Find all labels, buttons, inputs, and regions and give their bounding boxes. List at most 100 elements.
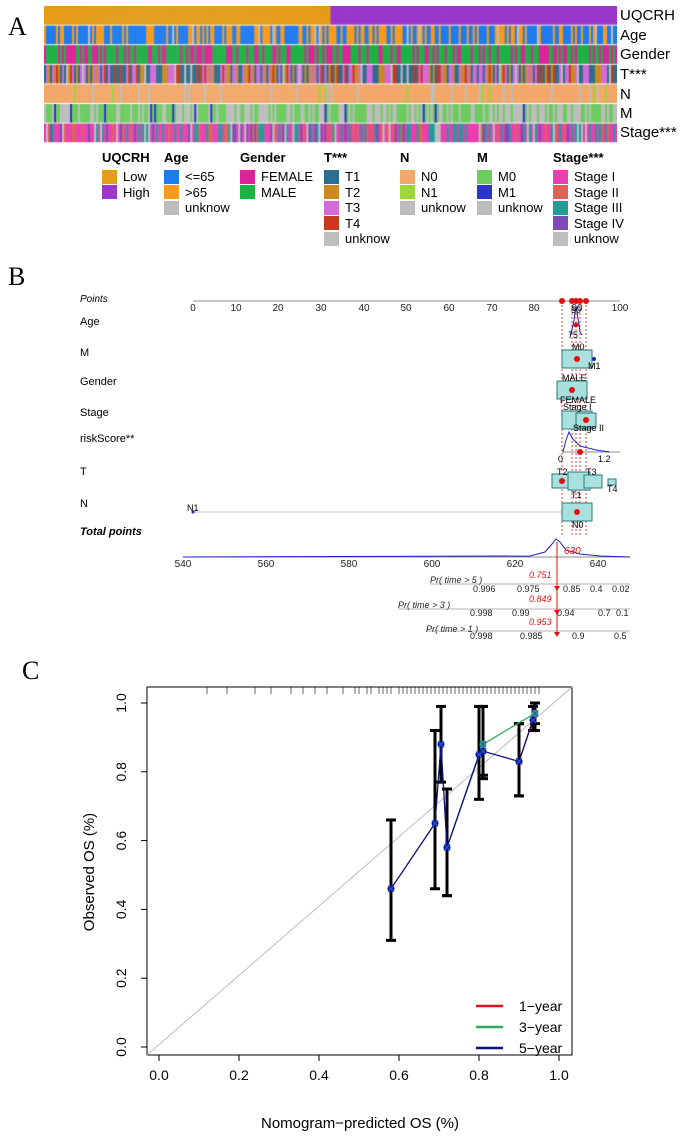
- row-label-t: T***: [620, 66, 647, 83]
- legend-swatch: [553, 185, 568, 200]
- total-points-value: 630: [564, 546, 581, 557]
- legend-swatch: [324, 169, 339, 184]
- prob-label: Pr( time > 3 ): [398, 600, 450, 610]
- legend-item: M0: [477, 169, 543, 185]
- prob-tick: 0.998: [470, 631, 493, 641]
- t-label: T4: [607, 484, 618, 494]
- m-label: M1: [588, 361, 601, 371]
- legend-stage: Stage*** Stage I Stage II Stage III Stag…: [553, 150, 624, 247]
- legend-label: T2: [345, 184, 361, 200]
- clinical-heatmap: [44, 6, 617, 144]
- legend-swatch: [164, 169, 179, 184]
- legend-label: M0: [498, 169, 517, 185]
- nomo-row-label: T: [80, 466, 87, 478]
- x-axis-label: Nomogram−predicted OS (%): [261, 1115, 459, 1132]
- legend-swatch: [164, 200, 179, 215]
- prob-tick: 0.02: [612, 584, 630, 594]
- row-label-m: M: [620, 105, 633, 122]
- y-tick-label: 0.2: [113, 968, 129, 988]
- points-tick: 90: [571, 303, 583, 314]
- prob-tick: 0.7: [598, 608, 611, 618]
- y-tick-label: 0.0: [113, 1037, 129, 1057]
- stage-label: Stage I: [563, 402, 592, 412]
- t-label: T3: [586, 467, 597, 477]
- n-marker: [574, 509, 580, 515]
- age-marker: [573, 322, 579, 328]
- t-box: [583, 474, 603, 489]
- age-density: [569, 305, 583, 336]
- y-axis-label: Observed OS (%): [81, 813, 98, 931]
- legend-item: Stage IV: [553, 216, 624, 232]
- legend-swatch: [400, 185, 415, 200]
- row-label-age: Age: [620, 27, 647, 44]
- nomo-row-label: Stage: [80, 407, 109, 419]
- legend-title: Age: [164, 150, 189, 165]
- y-tick-label: 1.0: [113, 693, 129, 713]
- stage-marker: [583, 417, 589, 423]
- legend-item: Stage III: [553, 200, 624, 216]
- prob-tick: 0.996: [473, 584, 496, 594]
- legend-item: unknow: [400, 200, 466, 216]
- legend-label: Stage III: [574, 200, 623, 216]
- prob-tick: 0.998: [470, 608, 493, 618]
- points-tick: 50: [400, 303, 412, 314]
- legend-label: 1−year: [519, 998, 563, 1014]
- prob-tick: 0.85: [563, 584, 581, 594]
- riskscore-density: [562, 430, 611, 453]
- gender-label: FEMALE: [560, 395, 596, 405]
- n1-marker: [191, 510, 195, 514]
- x-tick-label: 0.4: [309, 1067, 329, 1083]
- y-tick-label: 0.4: [113, 899, 129, 919]
- legend-item: unknow: [164, 200, 230, 216]
- legend-item: MALE: [240, 185, 313, 201]
- legend-title: M: [477, 150, 488, 165]
- legend-label: unknow: [345, 231, 390, 247]
- x-tick-label: 0.2: [229, 1067, 249, 1083]
- plot-frame: [146, 686, 573, 1056]
- legend-label: 5−year: [519, 1040, 563, 1056]
- total-tick: 620: [507, 559, 524, 570]
- points-tick: 60: [443, 303, 455, 314]
- legend-swatch: [164, 185, 179, 200]
- prob-tick: 0.1: [616, 608, 629, 618]
- legend-label: unknow: [421, 200, 466, 216]
- nomo-row-label: Gender: [80, 376, 117, 388]
- prob-tick: 0.99: [512, 608, 530, 618]
- prob-label: Pr( time > 1 ): [426, 624, 478, 634]
- legend-label: FEMALE: [261, 169, 314, 185]
- gender-label: MALE: [562, 373, 587, 383]
- legend-label: unknow: [185, 200, 230, 216]
- legend-swatch: [553, 169, 568, 184]
- points-tick: 70: [486, 303, 498, 314]
- total-tick: 640: [590, 559, 607, 570]
- legend-swatch: [477, 185, 492, 200]
- prob-arrow: [554, 610, 560, 615]
- legend-label: T3: [345, 200, 361, 216]
- legend-item: N1: [400, 185, 466, 201]
- row-label-stage: Stage***: [620, 124, 677, 141]
- prob-value: 0.751: [529, 570, 552, 580]
- n-label: N1: [187, 503, 199, 513]
- prob-arrow: [554, 586, 560, 591]
- legend-item: T4: [324, 216, 390, 232]
- legend-age: Age <=65 >65 unknow: [164, 150, 230, 216]
- points-tick: 30: [315, 303, 327, 314]
- t-marker: [559, 478, 565, 484]
- data-point-cross: [515, 758, 523, 765]
- legend-label: N1: [421, 184, 438, 200]
- legend-swatch: [240, 169, 255, 184]
- legend-item: Stage I: [553, 169, 624, 185]
- legend-swatch: [240, 185, 255, 200]
- m1-marker: [592, 357, 596, 361]
- prob-tick: 0.5: [614, 631, 627, 641]
- legend-swatch: [477, 200, 492, 215]
- series-line: [390, 719, 534, 890]
- age-label: 50: [571, 305, 581, 315]
- calibration-chart: 0.0 0.2 0.4 0.6 0.8 1.0 0.0 0.2 0.4 0.6 0.8 1.0 No…: [81, 686, 573, 1132]
- legend-title: T***: [324, 150, 348, 165]
- legend-item: T3: [324, 200, 390, 216]
- total-points-density: [182, 538, 631, 558]
- panel-b-letter: B: [8, 262, 26, 291]
- legend-label: unknow: [574, 231, 619, 247]
- stage-label: Stage II: [573, 423, 604, 433]
